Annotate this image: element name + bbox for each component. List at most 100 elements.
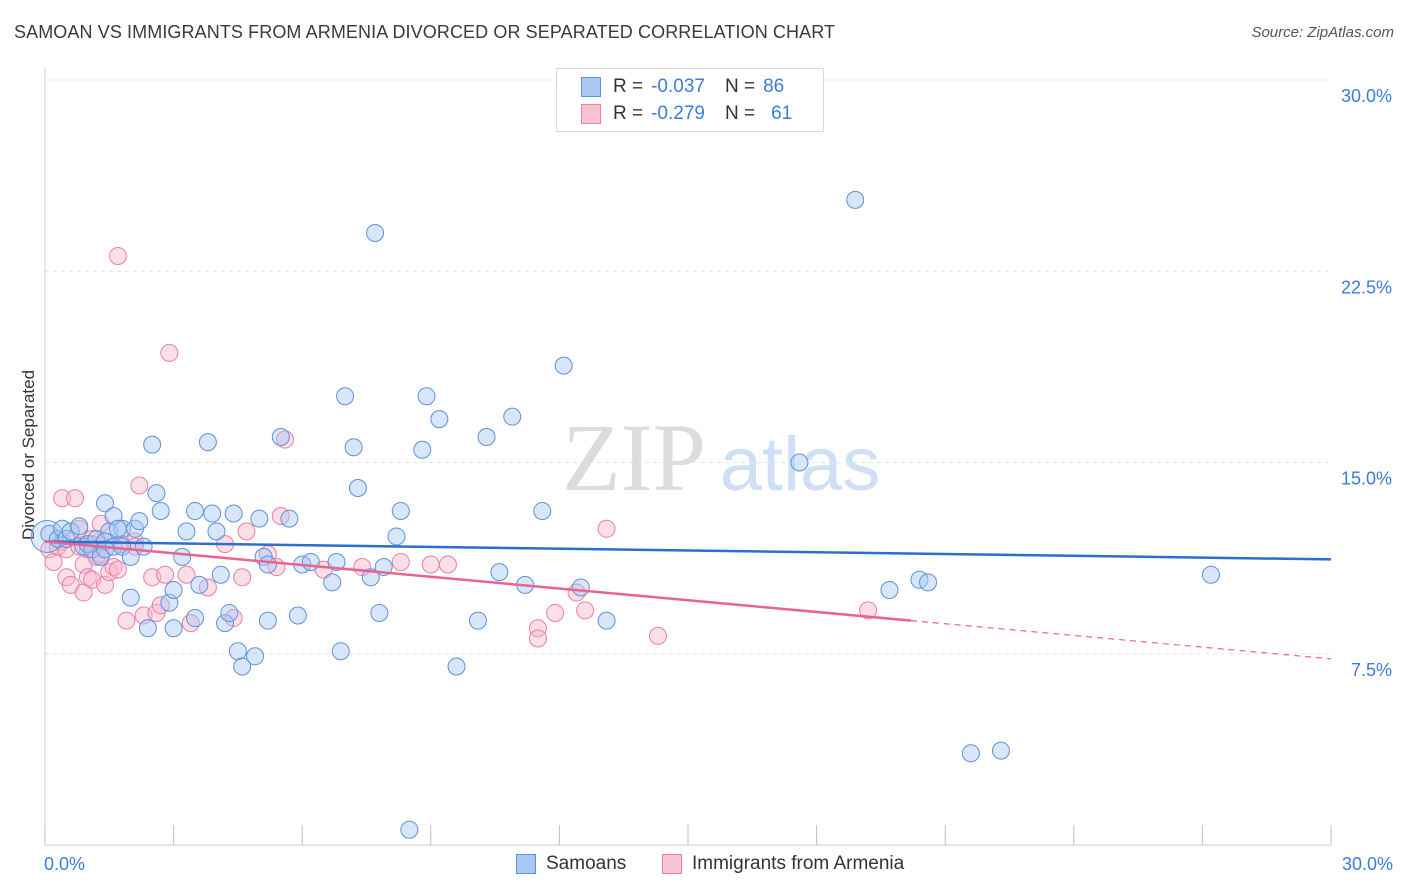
samoans-point [173, 547, 192, 566]
samoans-point [430, 410, 449, 429]
legend-n-label: N = [724, 103, 756, 124]
samoans-point [164, 581, 183, 599]
samoans-point [164, 619, 183, 638]
y-tick-labels: 7.5% 15.0% 22.5% 30.0% [1341, 86, 1392, 680]
legend-item-armenia: Immigrants from Armenia [662, 853, 904, 875]
samoans-point [391, 501, 410, 520]
samoans-point [880, 581, 899, 599]
grid-lines [45, 79, 1331, 655]
armenia-point [597, 519, 616, 538]
samoans-point [468, 611, 487, 630]
legend-item-samoans: Samoans [516, 853, 626, 875]
y-tick-label: 15.0% [1341, 469, 1392, 489]
samoans-point [991, 741, 1010, 760]
armenia-point [648, 626, 667, 645]
samoans-point [447, 657, 466, 676]
samoans-point [366, 224, 385, 242]
armenia-point [438, 555, 457, 574]
x-tick-label: 0.0% [44, 854, 85, 874]
samoans-point [597, 611, 616, 630]
armenia-point [237, 522, 256, 541]
armenia-point [160, 343, 179, 362]
armenia-point [53, 489, 72, 508]
armenia-point [177, 565, 196, 584]
x-tick-labels: 0.0% 30.0% [44, 854, 1393, 874]
samoans-point [387, 527, 406, 546]
legend-r-label: R = [613, 76, 644, 97]
samoans-trend-line [44, 540, 1332, 561]
samoans-point [258, 611, 277, 630]
samoans-point [177, 522, 196, 541]
legend-swatch-armenia [662, 854, 682, 874]
samoans-point [961, 744, 980, 763]
samoans-point [130, 512, 149, 531]
samoans-point [327, 552, 346, 571]
legend-swatch-samoans [581, 77, 601, 97]
samoans-point [151, 501, 170, 520]
source-label: Source: ZipAtlas.com [1251, 24, 1394, 41]
legend-swatch-armenia [581, 104, 601, 124]
samoans-point [919, 573, 938, 592]
samoans-point [190, 575, 209, 594]
watermark-atlas: atlas [720, 422, 881, 507]
samoans-point [336, 387, 355, 406]
series-armenia-points [40, 246, 878, 648]
samoans-point [233, 657, 252, 676]
legend-swatch-samoans [516, 854, 536, 874]
samoans-point [250, 509, 269, 528]
samoans-point [533, 501, 552, 520]
series-legend: Samoans Immigrants from Armenia [0, 850, 1406, 880]
samoans-point [503, 407, 522, 426]
armenia-point [576, 601, 595, 620]
legend-n-label: N = [724, 76, 756, 97]
armenia-point [528, 619, 547, 638]
samoans-point [417, 387, 436, 406]
x-axis-ticks [44, 825, 1332, 845]
samoans-point [186, 501, 205, 520]
samoans-cluster-point [30, 519, 64, 553]
x-tick-label: 30.0% [1342, 854, 1393, 874]
armenia-trend-line [44, 540, 912, 622]
samoans-point [846, 190, 865, 209]
samoans-point [790, 453, 809, 472]
samoans-point [207, 522, 226, 541]
samoans-point [477, 428, 496, 446]
samoans-point [147, 484, 166, 503]
samoans-point [121, 588, 140, 607]
samoans-point [280, 509, 299, 528]
samoans-point [271, 428, 290, 446]
samoans-point [134, 537, 153, 556]
samoans-point [216, 614, 235, 633]
samoans-point [400, 820, 419, 839]
armenia-point [421, 555, 440, 574]
correlation-legend: R = -0.037 N = 86 R = -0.279 N = 61 [556, 68, 824, 132]
legend-r-value: -0.279 [651, 103, 705, 124]
y-tick-label: 22.5% [1341, 277, 1392, 297]
series-samoans-points [30, 190, 1220, 839]
armenia-point [156, 565, 175, 584]
samoans-point [186, 609, 205, 628]
samoans-point [108, 519, 127, 538]
samoans-point [288, 606, 307, 625]
samoans-point [224, 504, 243, 523]
watermark-zip: ZIP [562, 404, 706, 511]
y-tick-label: 7.5% [1351, 660, 1392, 680]
samoans-point [138, 619, 157, 638]
armenia-point [233, 568, 252, 587]
armenia-point [117, 611, 136, 630]
armenia-point [108, 246, 127, 265]
samoans-point [490, 563, 509, 582]
samoans-point [301, 552, 320, 571]
samoans-point [203, 504, 222, 523]
chart-title: SAMOAN VS IMMIGRANTS FROM ARMENIA DIVORC… [14, 22, 836, 42]
legend-n-value: 61 [771, 103, 793, 124]
samoans-point [554, 356, 573, 375]
samoans-point [70, 517, 89, 536]
samoans-point [344, 438, 363, 457]
samoans-point [211, 565, 230, 584]
trend-lines [44, 540, 1332, 660]
legend-r-value: -0.037 [651, 76, 705, 97]
samoans-point [331, 642, 350, 661]
legend-n-value: 86 [763, 76, 785, 97]
